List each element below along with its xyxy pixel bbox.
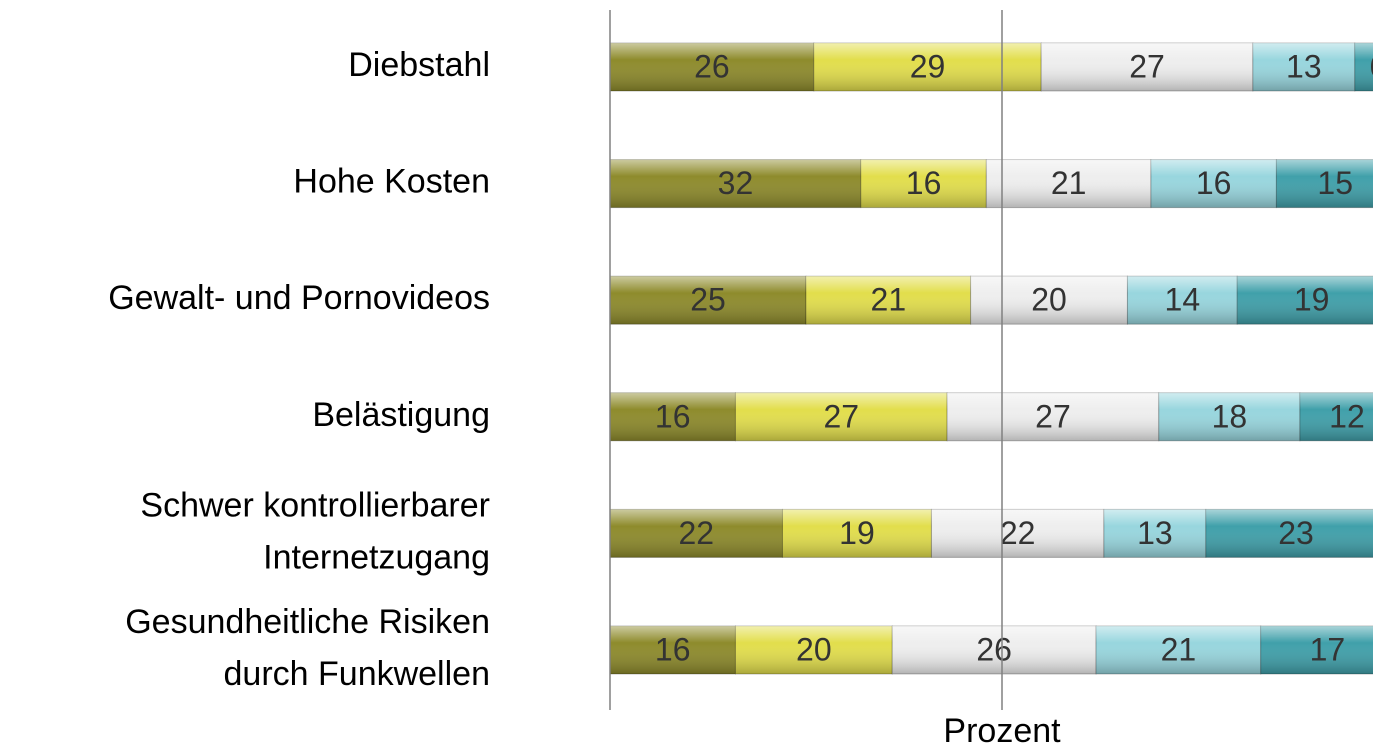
category-label-line: Internetzugang [263, 538, 490, 576]
category-label: Schwer kontrollierbarer Internetzugang [140, 486, 490, 576]
category-label-line: Gewalt- und Pornovideos [108, 279, 490, 317]
value-label: 19 [1294, 282, 1330, 318]
category-label-line: Hohe Kosten [293, 163, 490, 201]
value-label: 25 [690, 282, 726, 318]
value-label: 16 [655, 631, 691, 667]
value-label: 16 [1196, 165, 1232, 201]
category-label: Belästigung [312, 396, 490, 434]
value-label: 27 [823, 398, 859, 434]
x-axis-label: Prozent [943, 712, 1061, 750]
value-label: 12 [1329, 398, 1365, 434]
value-label: 26 [976, 631, 1012, 667]
category-label: Gesundheitliche Risiken durch Funkwellen [125, 603, 490, 693]
value-label: 15 [1317, 165, 1353, 201]
value-label: 29 [910, 48, 946, 84]
category-label-line: durch Funkwellen [224, 655, 490, 693]
value-label: 13 [1137, 515, 1173, 551]
value-label: 32 [718, 165, 754, 201]
value-label: 6 [1369, 48, 1373, 84]
category-label-line: Schwer kontrollierbarer [140, 486, 490, 524]
value-label: 23 [1278, 515, 1314, 551]
value-label: 16 [655, 398, 691, 434]
category-label-line: Gesundheitliche Risiken [125, 603, 490, 641]
category-label: Hohe Kosten [293, 163, 490, 201]
value-label: 13 [1286, 48, 1322, 84]
value-label: 20 [796, 631, 832, 667]
category-label: Gewalt- und Pornovideos [108, 279, 490, 317]
category-label: Diebstahl [348, 46, 490, 84]
value-label: 21 [1051, 165, 1087, 201]
value-label: 22 [1000, 515, 1036, 551]
value-label: 27 [1035, 398, 1071, 434]
category-label-line: Belästigung [312, 396, 490, 434]
value-label: 18 [1212, 398, 1248, 434]
value-label: 16 [906, 165, 942, 201]
value-label: 17 [1310, 631, 1346, 667]
value-label: 26 [694, 48, 730, 84]
value-label: 20 [1031, 282, 1067, 318]
value-label: 21 [1161, 631, 1197, 667]
value-label: 19 [839, 515, 875, 551]
value-label: 27 [1129, 48, 1165, 84]
value-label: 14 [1165, 282, 1201, 318]
value-label: 22 [678, 515, 714, 551]
category-label-line: Diebstahl [348, 46, 490, 84]
value-label: 21 [871, 282, 907, 318]
